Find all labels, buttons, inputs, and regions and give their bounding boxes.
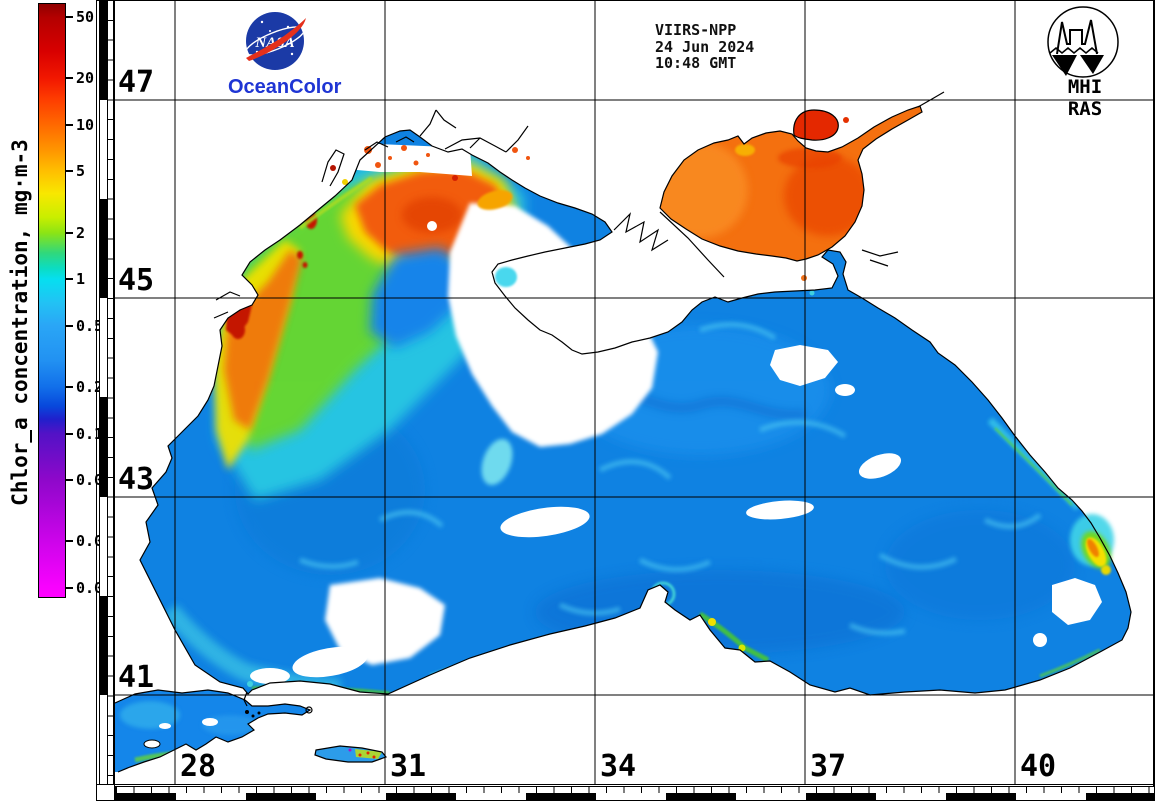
latitude-ruler-block — [100, 199, 107, 298]
colorbar-tick — [66, 123, 73, 126]
longitude-label-28: 28 — [180, 749, 217, 784]
mhi-ras-label: MHI RAS — [1067, 76, 1103, 120]
colorbar-tick-label: 50 — [76, 7, 95, 26]
latitude-ruler-block — [100, 100, 107, 199]
longitude-ruler-block — [666, 793, 736, 800]
kerch-strait-patch — [801, 275, 807, 281]
longitude-label-37: 37 — [810, 749, 847, 784]
longitude-ruler — [115, 786, 1155, 800]
longitude-ruler-block — [946, 793, 1016, 800]
latitude-ruler-block — [100, 497, 107, 596]
colorbar-tick-label: 5 — [76, 162, 86, 181]
latitude-ruler-block — [100, 0, 107, 100]
mhi-ras-logo — [1047, 6, 1119, 78]
map-left-border — [114, 0, 115, 801]
detached-bloom-patches — [298, 145, 530, 287]
map-right-border — [1153, 0, 1155, 801]
latitude-label-47: 47 — [118, 65, 155, 100]
longitude-ruler-block — [596, 793, 666, 800]
longitude-ruler-block — [1086, 793, 1154, 800]
satellite-name: VIIRS-NPP — [655, 21, 737, 39]
longitude-ruler-block — [176, 793, 246, 800]
frame-left-line — [96, 0, 97, 801]
colorbar-tick — [66, 15, 73, 18]
colorbar-tick — [66, 170, 73, 173]
colorbar-tick — [66, 478, 73, 481]
colorbar-tick — [66, 432, 73, 435]
bright-filament — [481, 438, 513, 486]
map-top-border — [96, 0, 1155, 1]
nasa-logo: NASA — [246, 12, 306, 70]
latitude-ruler-block — [100, 695, 107, 784]
latitude-ruler-block — [100, 298, 107, 397]
colorbar-tick-label: 20 — [76, 69, 95, 88]
colorbar-tick — [66, 586, 73, 589]
chlorophyll-colorbar — [38, 3, 66, 598]
colorbar-tick — [66, 324, 73, 327]
map-bottom-border — [96, 784, 1155, 785]
nasa-logo-swoosh — [246, 18, 306, 61]
longitude-ruler-block — [386, 793, 456, 800]
longitude-label-31: 31 — [390, 749, 427, 784]
colorbar-tick — [66, 77, 73, 80]
colorbar-tick-label: 2 — [76, 223, 86, 242]
acquisition-info: VIIRS-NPP 24 Jun 2024 10:48 GMT — [655, 22, 754, 72]
latitude-ruler-block — [100, 596, 107, 695]
longitude-ruler-block — [806, 793, 876, 800]
latitude-ruler-ticks — [107, 0, 114, 784]
longitude-label-40: 40 — [1020, 749, 1057, 784]
coastline — [114, 91, 1132, 773]
colorbar-tick-label: 10 — [76, 115, 95, 134]
longitude-ruler-block — [736, 793, 806, 800]
colorbar-tick — [66, 386, 73, 389]
longitude-ruler-block — [116, 793, 176, 800]
colorbar-tick — [66, 540, 73, 543]
southeast-bloom-streak — [1070, 514, 1114, 575]
longitude-label-34: 34 — [600, 749, 637, 784]
acquisition-date: 24 Jun 2024 — [655, 37, 755, 56]
latitude-label-45: 45 — [118, 263, 155, 298]
longitude-ruler-block — [246, 793, 316, 800]
longitude-ruler-block — [316, 793, 386, 800]
longitude-ruler-block — [1016, 793, 1086, 800]
violet-speck — [220, 746, 224, 750]
latitude-ruler-block — [100, 397, 107, 497]
longitude-ruler-block — [526, 793, 596, 800]
colorbar-tick — [66, 231, 73, 234]
longitude-ruler-block — [456, 793, 526, 800]
colorbar-tick — [66, 278, 73, 281]
latitude-label-43: 43 — [118, 462, 155, 497]
latitude-ruler — [99, 0, 114, 784]
latitude-label-41: 41 — [118, 660, 155, 695]
colorbar-tick-label: 1 — [76, 270, 86, 289]
sea-of-azov-water — [660, 106, 922, 296]
graticule-grid — [115, 0, 1155, 784]
acquisition-time: 10:48 GMT — [655, 54, 737, 72]
eddy-swirls — [299, 322, 1042, 636]
oceancolor-label: OceanColor — [228, 76, 342, 98]
longitude-ruler-block — [876, 793, 946, 800]
sea-of-marmara-water — [115, 690, 386, 772]
liman-bloom-dots — [330, 145, 530, 185]
karkinit-bay-patch — [495, 267, 517, 287]
